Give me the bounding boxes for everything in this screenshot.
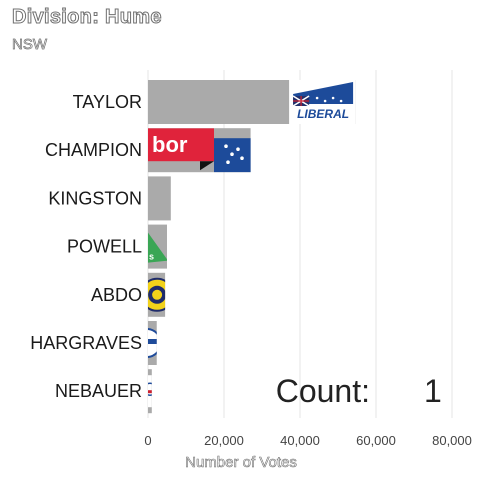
labor-logo-text: bor xyxy=(152,132,188,157)
x-tick-labels: 0 20,000 40,000 60,000 80,000 xyxy=(144,433,472,448)
liberal-logo-icon: LIBERAL xyxy=(289,80,356,124)
count-readout: Count: 1 xyxy=(276,373,442,409)
count-value: 1 xyxy=(424,373,442,409)
chart-subtitle: NSW xyxy=(12,36,48,54)
x-tick-label: 20,000 xyxy=(204,433,244,448)
chart-title: Division: Hume xyxy=(12,6,162,29)
x-axis-title: Number of Votes xyxy=(185,454,297,471)
category-label: POWELL xyxy=(67,237,142,257)
blue-seal-logo-icon xyxy=(148,328,157,358)
category-label: HARGRAVES xyxy=(30,333,142,353)
greens-logo-text: s xyxy=(149,252,154,262)
count-label: Count: xyxy=(276,373,370,409)
category-label: KINGSTON xyxy=(48,188,142,208)
flag-seal-logo-icon xyxy=(148,375,152,408)
x-tick-label: 40,000 xyxy=(280,433,320,448)
category-label: CHAMPION xyxy=(45,140,142,160)
x-tick-label: 0 xyxy=(144,433,151,448)
greens-logo-icon: s xyxy=(148,232,167,263)
liberal-logo-text: LIBERAL xyxy=(297,107,349,121)
party-logos: LIBERAL bor s xyxy=(148,80,356,408)
category-label: TAYLOR xyxy=(73,92,142,112)
labor-logo-icon: bor xyxy=(148,128,251,173)
x-tick-label: 80,000 xyxy=(432,433,472,448)
category-labels: TAYLOR CHAMPION KINGSTON POWELL ABDO HARGRAVE… xyxy=(30,92,142,401)
category-label: ABDO xyxy=(91,285,142,305)
bar-kingston xyxy=(148,176,171,221)
category-label: NEBAUER xyxy=(55,381,142,401)
yellow-seal-logo-icon xyxy=(148,277,166,312)
x-tick-label: 60,000 xyxy=(356,433,396,448)
